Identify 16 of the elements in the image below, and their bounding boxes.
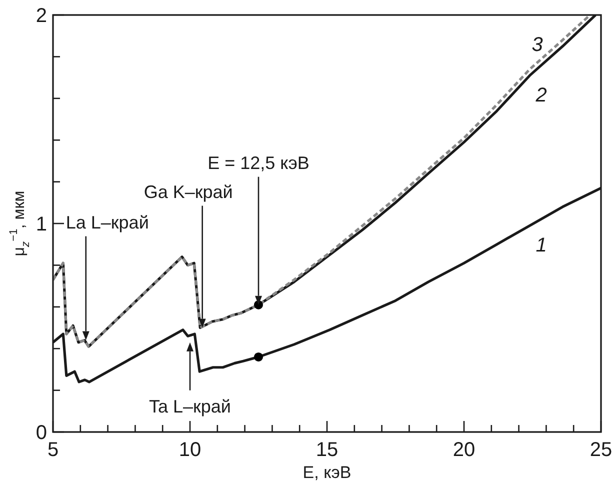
annotation: Ga K–край: [144, 182, 233, 202]
x-axis-title: E, кэВ: [302, 463, 352, 482]
annotation: E = 12,5 кэВ: [208, 152, 310, 173]
x-tick-label: 15: [316, 439, 338, 461]
x-tick-label: 25: [590, 439, 612, 461]
series-label: 1: [536, 234, 547, 257]
y-tick-label: 1: [36, 214, 47, 236]
x-tick-label: 5: [47, 439, 59, 461]
annotation: Ta L–край: [149, 396, 231, 416]
series-label: 2: [534, 84, 547, 106]
annotation: La L–край: [66, 212, 149, 232]
y-tick-label: 2: [36, 5, 47, 27]
x-tick-label: 20: [452, 439, 476, 461]
x-tick-label: 10: [178, 439, 202, 461]
y-tick-label: 0: [36, 422, 47, 444]
series-label: 3: [532, 34, 543, 56]
